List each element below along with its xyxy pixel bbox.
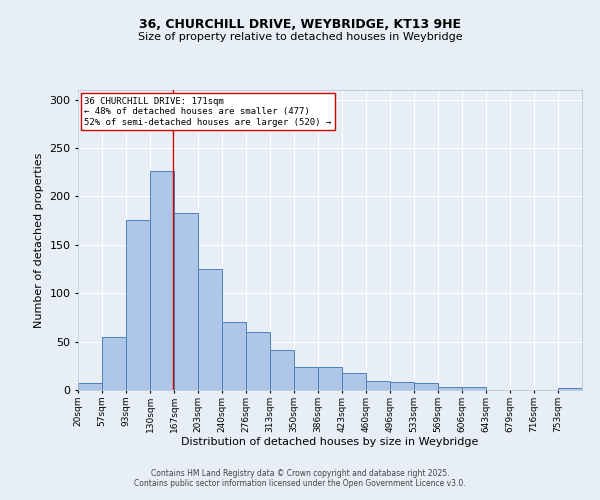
Bar (558, 388, 582, 390)
Bar (342, 372, 366, 390)
Text: 36 CHURCHILL DRIVE: 171sqm
← 48% of detached houses are smaller (477)
52% of sem: 36 CHURCHILL DRIVE: 171sqm ← 48% of deta… (85, 97, 332, 126)
Bar (78, 383, 102, 390)
Bar (414, 383, 438, 390)
Bar (246, 332, 270, 390)
Text: Size of property relative to detached houses in Weybridge: Size of property relative to detached ho… (137, 32, 463, 42)
Bar (390, 382, 414, 390)
Bar (126, 220, 150, 390)
Bar (366, 382, 390, 390)
Bar (438, 387, 462, 390)
Text: 36, CHURCHILL DRIVE, WEYBRIDGE, KT13 9HE: 36, CHURCHILL DRIVE, WEYBRIDGE, KT13 9HE (139, 18, 461, 30)
Bar (222, 322, 246, 390)
Bar (294, 367, 318, 390)
Bar (462, 387, 486, 390)
X-axis label: Distribution of detached houses by size in Weybridge: Distribution of detached houses by size … (181, 438, 479, 448)
Bar (102, 337, 126, 390)
Bar (318, 367, 342, 390)
Y-axis label: Number of detached properties: Number of detached properties (34, 152, 44, 328)
Text: Contains HM Land Registry data © Crown copyright and database right 2025.: Contains HM Land Registry data © Crown c… (151, 468, 449, 477)
Bar (198, 269, 222, 390)
Bar (270, 350, 294, 390)
Text: Contains public sector information licensed under the Open Government Licence v3: Contains public sector information licen… (134, 478, 466, 488)
Bar (150, 172, 174, 390)
Bar (174, 213, 198, 390)
